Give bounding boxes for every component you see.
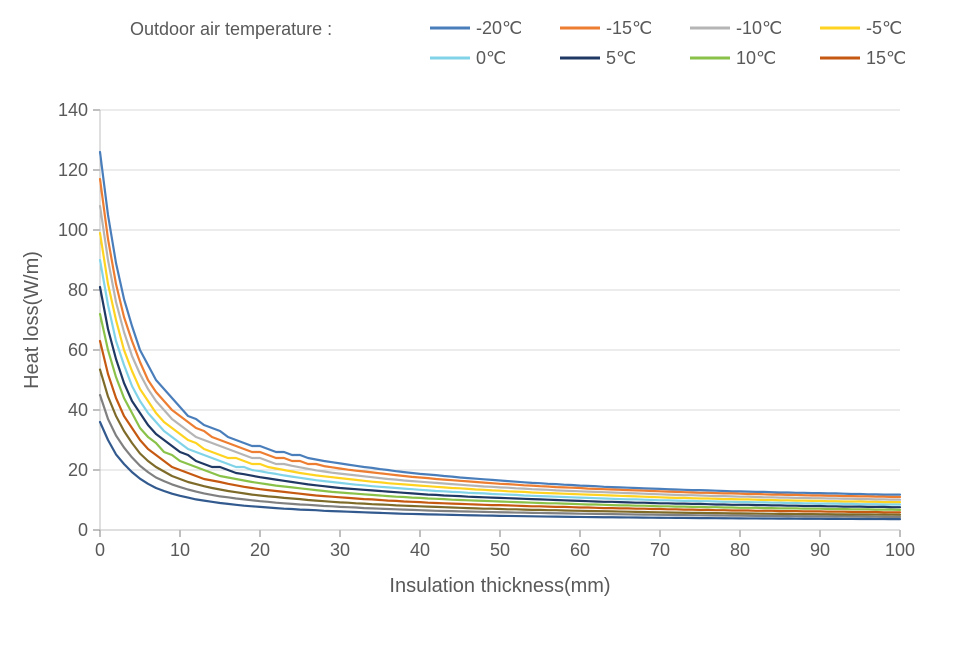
y-tick-label: 20 <box>68 460 88 480</box>
legend-label: 15℃ <box>866 48 906 68</box>
y-tick-label: 0 <box>78 520 88 540</box>
chart-container: { "chart": { "type": "line", "width": 95… <box>0 0 956 648</box>
legend-label: 5℃ <box>606 48 636 68</box>
x-tick-label: 80 <box>730 540 750 560</box>
x-tick-label: 30 <box>330 540 350 560</box>
y-tick-label: 100 <box>58 220 88 240</box>
x-tick-label: 100 <box>885 540 915 560</box>
x-tick-label: 90 <box>810 540 830 560</box>
x-tick-label: 40 <box>410 540 430 560</box>
legend-label: -15℃ <box>606 18 652 38</box>
x-tick-label: 50 <box>490 540 510 560</box>
x-axis-label: Insulation thickness(mm) <box>389 575 610 597</box>
y-tick-label: 60 <box>68 340 88 360</box>
y-axis-label: Heat loss(W/m) <box>21 251 43 389</box>
x-tick-label: 0 <box>95 540 105 560</box>
legend-label: -20℃ <box>476 18 522 38</box>
y-tick-label: 140 <box>58 100 88 120</box>
x-tick-label: 20 <box>250 540 270 560</box>
legend-label: -5℃ <box>866 18 902 38</box>
x-tick-label: 70 <box>650 540 670 560</box>
y-tick-label: 40 <box>68 400 88 420</box>
legend-label: 0℃ <box>476 48 506 68</box>
legend-label: 10℃ <box>736 48 776 68</box>
legend-title: Outdoor air temperature : <box>130 19 332 39</box>
x-tick-label: 10 <box>170 540 190 560</box>
heat-loss-line-chart: 0 20 40 60 80 100 120 140 0 10 20 30 40 50 60 70 80 90 100… <box>0 0 956 648</box>
y-tick-label: 80 <box>68 280 88 300</box>
x-tick-label: 60 <box>570 540 590 560</box>
legend-label: -10℃ <box>736 18 782 38</box>
y-tick-label: 120 <box>58 160 88 180</box>
